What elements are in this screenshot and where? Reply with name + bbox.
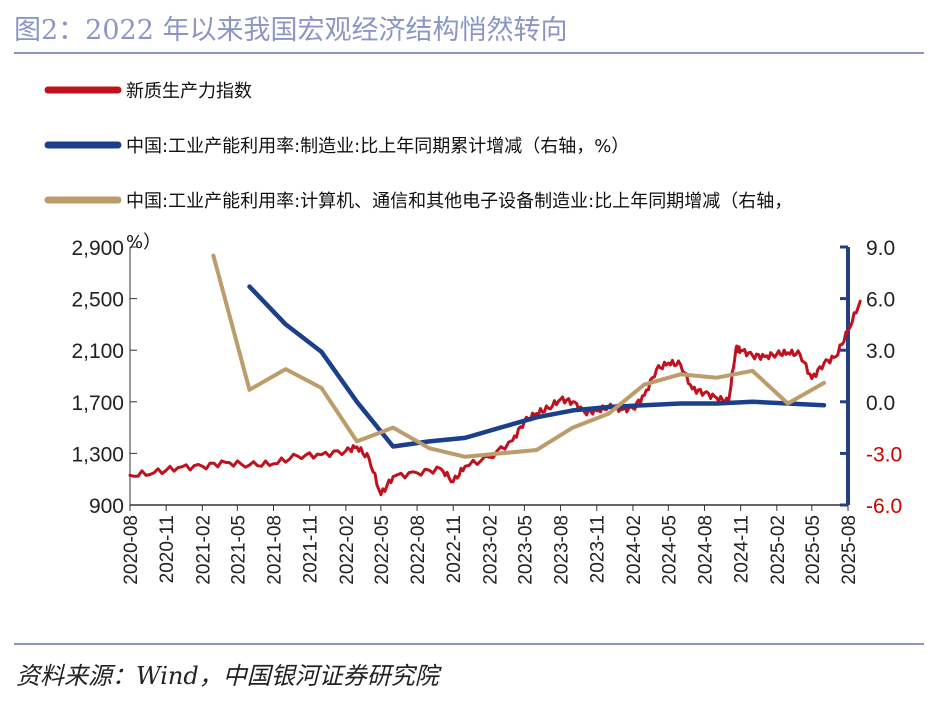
chart: 新质生产力指数 中国:工业产能利用率:制造业:比上年同期累计增减（右轴，%） 中…	[44, 81, 902, 585]
x-tick-label: 2021-05	[228, 515, 249, 585]
x-tick-label: 2024-11	[732, 515, 753, 583]
x-tick-label: 2023-05	[515, 515, 536, 585]
x-tick-label: 2024-05	[659, 515, 680, 585]
legend: 新质生产力指数 中国:工业产能利用率:制造业:比上年同期累计增减（右轴，%） 中…	[44, 81, 792, 253]
right-tick-label: 0.0	[866, 392, 895, 415]
x-tick-label: 2022-05	[372, 515, 393, 585]
x-tick-label: 2025-05	[803, 515, 824, 585]
legend-label-2-wrap: %）	[126, 232, 161, 253]
x-tick-label: 2020-11	[157, 515, 178, 583]
series-layer	[128, 253, 862, 497]
left-tick-label: 2,100	[71, 340, 124, 363]
left-tick-label: 2,900	[71, 237, 124, 260]
x-tick-label: 2022-11	[444, 515, 465, 583]
left-tick-label: 2,500	[71, 289, 124, 312]
x-tick-label: 2023-08	[552, 515, 573, 585]
series-line-1	[247, 284, 827, 449]
axes: 900 1,300 1,700 2,100 2,500 2,900 -6.0 -3.0 0.0 3…	[71, 237, 902, 585]
x-tick-label: 2023-02	[480, 515, 501, 585]
left-tick-label: 1,300	[71, 443, 124, 466]
legend-label-1: 中国:工业产能利用率:制造业:比上年同期累计增减（右轴，%）	[126, 136, 629, 157]
figure-title: 图2：2022 年以来我国宏观经济结构悄然转向	[14, 15, 568, 46]
x-tick-label: 2025-02	[768, 515, 789, 585]
x-tick-label: 2021-11	[301, 515, 322, 583]
x-tick-label: 2024-08	[695, 515, 716, 585]
x-tick-label: 2023-11	[588, 515, 609, 583]
series-line-0	[128, 299, 862, 497]
series-line-2	[211, 253, 826, 459]
x-tick-label: 2024-02	[624, 515, 645, 585]
right-tick-label: -3.0	[866, 443, 902, 466]
x-tick-label: 2021-02	[193, 515, 214, 585]
source-note: 资料来源：Wind，中国银河证券研究院	[16, 662, 439, 690]
x-tick-label: 2025-08	[839, 515, 860, 585]
source-rule	[14, 643, 924, 645]
x-tick-label: 2021-08	[265, 515, 286, 585]
right-tick-label: 6.0	[866, 289, 895, 312]
right-tick-label: 3.0	[866, 340, 895, 363]
left-tick-label: 900	[89, 495, 124, 518]
right-tick-label: 9.0	[866, 237, 895, 260]
title-rule	[14, 52, 924, 54]
legend-label-2: 中国:工业产能利用率:计算机、通信和其他电子设备制造业:比上年同期增减（右轴，	[126, 191, 792, 212]
x-tick-label: 2022-08	[408, 515, 429, 585]
x-tick-label: 2020-08	[121, 515, 142, 585]
left-tick-label: 1,700	[71, 392, 124, 415]
legend-label-0: 新质生产力指数	[126, 81, 252, 102]
x-tick-label: 2022-02	[337, 515, 358, 585]
right-tick-label: -6.0	[866, 495, 902, 518]
